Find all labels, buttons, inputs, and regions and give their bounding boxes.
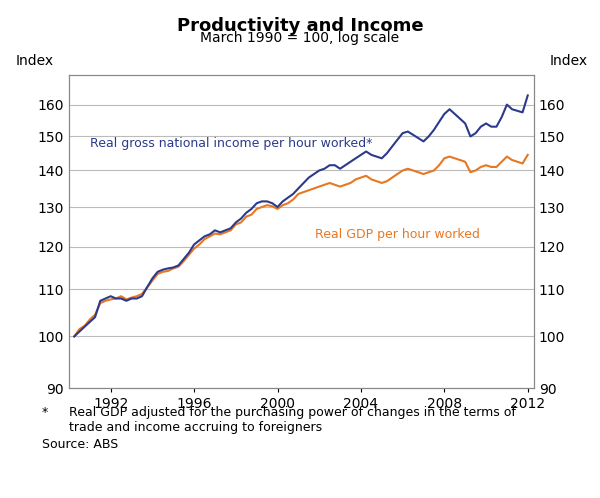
Text: Index: Index <box>550 54 587 68</box>
Text: Real GDP per hour worked: Real GDP per hour worked <box>315 228 480 241</box>
Text: Real gross national income per hour worked*: Real gross national income per hour work… <box>90 136 372 149</box>
Text: *: * <box>42 406 48 419</box>
Text: March 1990 = 100, log scale: March 1990 = 100, log scale <box>200 31 400 45</box>
Text: Source: ABS: Source: ABS <box>42 438 118 451</box>
Text: Real GDP adjusted for the purchasing power of changes in the terms of
   trade a: Real GDP adjusted for the purchasing pow… <box>57 406 516 434</box>
Text: Index: Index <box>16 54 53 68</box>
Text: Productivity and Income: Productivity and Income <box>176 17 424 35</box>
